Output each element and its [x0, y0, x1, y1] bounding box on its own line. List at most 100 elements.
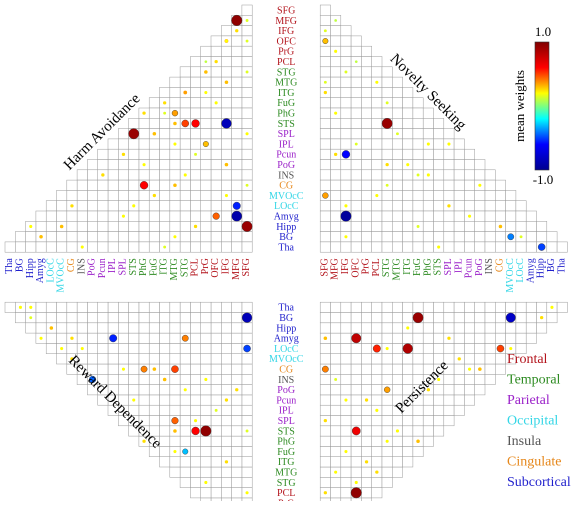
- connection-dot: [204, 91, 208, 95]
- grid-cell: [361, 435, 372, 447]
- connection-dot: [375, 194, 379, 198]
- grid-cell: [381, 221, 393, 232]
- grid-cell: [128, 190, 140, 201]
- grid-cell: [87, 241, 98, 253]
- grid-cell: [66, 231, 78, 243]
- grid-cell: [443, 312, 455, 324]
- grid-cell: [340, 425, 352, 437]
- grid-cell: [56, 312, 68, 324]
- connection-dot: [396, 132, 399, 136]
- grid-cell: [443, 128, 455, 140]
- grid-cell: [231, 425, 243, 437]
- grid-cell: [148, 210, 160, 222]
- grid-cell: [361, 190, 372, 201]
- grid-cell: [433, 200, 445, 212]
- grid-cell: [381, 241, 393, 253]
- grid-cell: [128, 210, 140, 222]
- grid-cell: [179, 107, 191, 119]
- connection-dot: [183, 90, 188, 95]
- grid-cell: [179, 404, 191, 416]
- grid-cell: [340, 190, 352, 201]
- grid-cell: [241, 394, 253, 406]
- connection-dot: [351, 426, 361, 436]
- region-label-top: CG: [279, 181, 293, 192]
- grid-cell: [412, 446, 424, 457]
- grid-cell: [381, 210, 393, 222]
- grid-cell: [371, 446, 383, 457]
- connection-dot: [193, 224, 198, 229]
- connection-dot: [406, 163, 410, 167]
- grid-cell: [495, 200, 506, 212]
- grid-cell: [330, 200, 342, 212]
- grid-cell: [138, 312, 150, 324]
- grid-cell: [515, 312, 527, 324]
- grid-cell: [392, 107, 403, 119]
- grid-cell: [422, 179, 434, 191]
- grid-cell: [190, 477, 201, 488]
- grid-cell: [371, 179, 383, 191]
- grid-cell: [443, 343, 455, 354]
- grid-cell: [87, 353, 98, 365]
- connection-dot: [224, 80, 229, 85]
- grid-cell: [402, 363, 414, 375]
- connection-dot: [323, 419, 327, 423]
- connection-dot: [354, 60, 358, 63]
- grid-cell: [179, 312, 191, 324]
- grid-cell: [190, 76, 201, 88]
- grid-cell: [118, 241, 129, 253]
- connection-dot: [323, 336, 328, 341]
- grid-cell: [464, 312, 475, 324]
- grid-cell: [433, 231, 445, 243]
- grid-cell: [221, 97, 232, 109]
- grid-cell: [340, 159, 352, 171]
- connection-dot: [204, 480, 208, 484]
- grid-cell: [118, 301, 129, 313]
- grid-cell: [484, 200, 496, 212]
- grid-cell: [159, 343, 171, 354]
- connection-dot: [152, 367, 157, 371]
- grid-cell: [107, 231, 119, 243]
- connection-dot: [80, 347, 84, 351]
- grid-cell: [350, 221, 362, 232]
- grid-cell: [340, 477, 352, 488]
- grid-cell: [221, 128, 232, 140]
- region-label-left: OFC: [210, 258, 221, 278]
- grid-cell: [474, 210, 486, 222]
- grid-cell: [169, 384, 181, 396]
- grid-cell: [118, 231, 129, 243]
- grid-cell: [241, 301, 253, 313]
- grid-cell: [221, 322, 232, 334]
- grid-cell: [138, 322, 150, 334]
- connection-dot: [224, 460, 229, 464]
- grid-cell: [330, 56, 342, 68]
- grid-cell: [412, 179, 424, 191]
- grid-cell: [87, 210, 98, 222]
- grid-cell: [76, 200, 88, 212]
- grid-cell: [97, 241, 109, 253]
- grid-cell: [443, 301, 455, 313]
- grid-cell: [190, 138, 201, 150]
- grid-cell: [221, 384, 232, 396]
- connection-dot: [173, 429, 177, 433]
- grid-cell: [87, 169, 98, 181]
- grid-cell: [210, 231, 222, 243]
- region-label-right: SPL: [443, 258, 454, 275]
- region-label-right: IFG: [340, 258, 351, 274]
- grid-cell: [169, 332, 181, 344]
- grid-cell: [392, 466, 403, 478]
- region-label-bottom: MVOcC: [269, 354, 304, 365]
- grid-cell: [190, 332, 201, 344]
- connection-dot: [202, 141, 209, 148]
- grid-cell: [340, 456, 352, 468]
- grid-cell: [148, 107, 160, 119]
- grid-cell: [118, 353, 129, 365]
- grid-cell: [340, 384, 352, 396]
- region-label-bottom: LOcC: [274, 344, 299, 355]
- connection-dot: [416, 173, 420, 177]
- grid-cell: [453, 404, 465, 416]
- grid-cell: [200, 231, 212, 243]
- grid-cell: [515, 332, 527, 344]
- grid-cell: [392, 312, 403, 324]
- connection-dot: [232, 201, 241, 210]
- grid-cell: [118, 128, 129, 140]
